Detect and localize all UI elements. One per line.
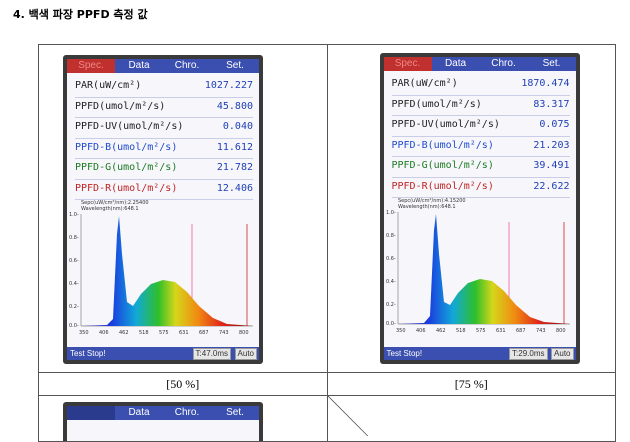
photo-cell-100: Data Chro. Set. xyxy=(38,395,328,442)
x-tick: 743 xyxy=(219,330,229,336)
readings-list: PAR(uW/cm²) 1870.474 PPFD(umol/m²/s) 83.31… xyxy=(391,75,570,198)
spectrum-graph: Sepc(uW/cm²/nm):4.15200 Wavelength(nm):6… xyxy=(386,198,570,334)
x-tick: 406 xyxy=(99,330,109,336)
spectrum-graph: Sepc(uW/cm²/nm):2.25400 Wavelength(nm):6… xyxy=(69,200,253,336)
photo-cell-50: Spec. Data Chro. Set. PAR(uW/cm²) 1027.22… xyxy=(38,44,328,373)
tab-chro: Chro. xyxy=(174,60,200,71)
auto-badge: Auto xyxy=(234,348,257,360)
y-tick: 0.2- xyxy=(69,304,79,310)
x-tick: 687 xyxy=(516,328,526,334)
y-tick: 0.6- xyxy=(386,256,396,262)
meter-screen: Spec. Data Chro. Set. PAR(uW/cm²) 1870.47… xyxy=(383,57,576,360)
reading-ppfd-r: PPFD-R(umol/m²/s) 12.406 xyxy=(75,180,253,200)
caption-75: [75 %] xyxy=(326,372,616,396)
empty-cell xyxy=(326,395,616,442)
reading-ppfd: PPFD(umol/m²/s) 83.317 xyxy=(391,96,570,116)
tab-set: Set. xyxy=(226,407,244,418)
status-text: Test Stop! xyxy=(386,349,423,358)
reading-par: PAR(uW/cm²) 1027.227 xyxy=(75,77,253,98)
reading-ppfd-uv: PPFD-UV(umol/m²/s) 0.075 xyxy=(391,116,570,137)
x-tick: 462 xyxy=(119,330,129,336)
tab-data: Data xyxy=(128,407,150,418)
meter-tabs: Data Chro. Set. xyxy=(67,406,259,420)
y-tick: 0.4- xyxy=(69,281,79,287)
readings-list: PAR(uW/cm²) 1027.227 PPFD(umol/m²/s) 45.80… xyxy=(75,77,253,200)
x-tick: 575 xyxy=(476,328,486,334)
graph-info-spec: Sepc(uW/cm²/nm):4.15200 xyxy=(398,198,466,204)
meter-screen: Spec. Data Chro. Set. PAR(uW/cm²) 1027.22… xyxy=(67,59,259,360)
meter-photo-partial: Data Chro. Set. xyxy=(63,402,263,441)
tab-chro: Chro. xyxy=(174,407,200,418)
graph-info-spec: Sepc(uW/cm²/nm):2.25400 xyxy=(81,200,149,206)
y-tick: 1.0- xyxy=(386,210,396,216)
meter-tabs: Spec. Data Chro. Set. xyxy=(67,59,259,73)
diagonal-line xyxy=(327,396,368,437)
meter-photo-50: Spec. Data Chro. Set. PAR(uW/cm²) 1027.22… xyxy=(63,55,263,364)
status-text: Test Stop! xyxy=(70,349,106,358)
tab-data: Data xyxy=(444,58,467,69)
x-tick: 575 xyxy=(159,330,169,336)
integration-time: T:47.0ms xyxy=(192,348,231,360)
x-tick: 687 xyxy=(199,330,209,336)
y-tick: 0.2- xyxy=(386,302,396,308)
x-tick: 631 xyxy=(496,328,506,334)
section-heading: 4. 백색 파장 PPFD 측정 값 xyxy=(13,8,148,21)
tab-spec: Spec. xyxy=(67,59,115,73)
caption-50: [50 %] xyxy=(38,372,328,396)
reading-ppfd: PPFD(umol/m²/s) 45.800 xyxy=(75,98,253,118)
x-tick: 350 xyxy=(396,328,406,334)
y-tick: 0.8- xyxy=(69,235,79,241)
x-tick: 462 xyxy=(436,328,446,334)
x-tick: 631 xyxy=(179,330,189,336)
x-tick: 350 xyxy=(79,330,89,336)
photo-cell-75: Spec. Data Chro. Set. PAR(uW/cm²) 1870.47… xyxy=(326,44,616,373)
reading-par: PAR(uW/cm²) 1870.474 xyxy=(391,75,570,96)
tab-spec: Spec. xyxy=(383,57,432,71)
reading-ppfd-g: PPFD-G(umol/m²/s) 21.782 xyxy=(75,159,253,180)
meter-screen: Data Chro. Set. xyxy=(67,406,259,441)
y-tick: 0.6- xyxy=(69,258,79,264)
reading-ppfd-uv: PPFD-UV(umol/m²/s) 0.040 xyxy=(75,118,253,139)
reading-ppfd-b: PPFD-B(umol/m²/s) 21.203 xyxy=(391,137,570,157)
graph-info-wavelength: Wavelength(nm):648.1 xyxy=(398,204,456,210)
graph-info-wavelength: Wavelength(nm):648.1 xyxy=(81,206,139,212)
tab-set: Set. xyxy=(542,58,561,69)
meter-tabs: Spec. Data Chro. Set. xyxy=(383,57,576,71)
status-bar: Test Stop! T:47.0ms Auto xyxy=(67,347,259,360)
auto-badge: Auto xyxy=(551,348,574,360)
reading-ppfd-r: PPFD-R(umol/m²/s) 22.622 xyxy=(391,178,570,198)
reading-ppfd-g: PPFD-G(umol/m²/s) 39.491 xyxy=(391,157,570,178)
y-tick: 0.0- xyxy=(69,323,79,329)
integration-time: T:29.0ms xyxy=(509,348,548,360)
y-tick: 0.8- xyxy=(386,233,396,239)
x-tick: 406 xyxy=(416,328,426,334)
measurement-table: Spec. Data Chro. Set. PAR(uW/cm²) 1027.22… xyxy=(38,44,616,442)
status-bar: Test Stop! T:29.0ms Auto xyxy=(383,347,576,360)
x-tick: 800 xyxy=(239,330,249,336)
y-tick: 0.4- xyxy=(386,279,396,285)
tab-data: Data xyxy=(128,60,150,71)
spectrum-curve xyxy=(397,214,570,324)
meter-photo-75: Spec. Data Chro. Set. PAR(uW/cm²) 1870.47… xyxy=(379,53,580,364)
tab-set: Set. xyxy=(226,60,244,71)
y-tick: 0.0- xyxy=(386,321,396,327)
spectrum-curve xyxy=(81,216,253,326)
x-tick: 800 xyxy=(556,328,566,334)
reading-ppfd-b: PPFD-B(umol/m²/s) 11.612 xyxy=(75,139,253,159)
tab-chro: Chro. xyxy=(491,58,516,69)
x-tick: 518 xyxy=(139,330,149,336)
x-tick: 743 xyxy=(536,328,546,334)
x-tick: 518 xyxy=(456,328,466,334)
y-tick: 1.0- xyxy=(69,212,79,218)
